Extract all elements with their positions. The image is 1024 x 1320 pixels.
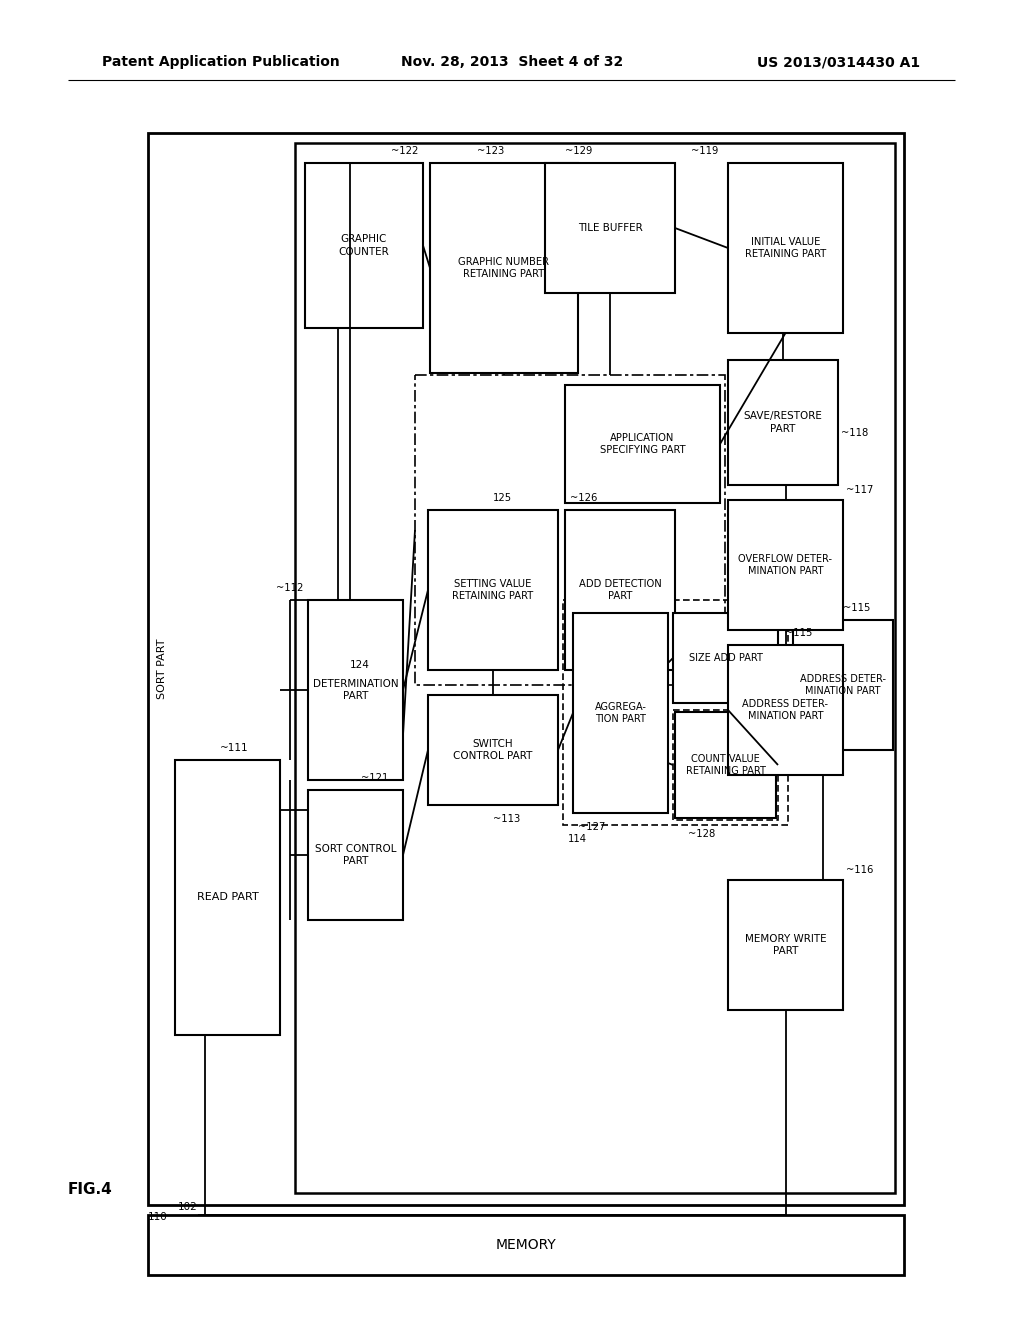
Text: 125: 125 (493, 492, 512, 503)
Text: ADDRESS DETER-
MINATION PART: ADDRESS DETER- MINATION PART (742, 698, 828, 721)
Bar (430, 162, 578, 374)
Text: READ PART: READ PART (197, 892, 258, 903)
Text: ~119: ~119 (690, 147, 718, 156)
Bar (308, 789, 403, 920)
Bar (428, 510, 558, 671)
Text: 110: 110 (148, 1212, 168, 1222)
Text: ~117: ~117 (846, 484, 873, 495)
Text: ~116: ~116 (846, 865, 873, 875)
Bar (415, 375, 725, 685)
Text: ~129: ~129 (565, 147, 592, 156)
Text: ~123: ~123 (477, 147, 504, 156)
Bar (148, 133, 904, 1205)
Bar (728, 880, 843, 1010)
Text: ~111: ~111 (219, 743, 248, 752)
Text: OVERFLOW DETER-
MINATION PART: OVERFLOW DETER- MINATION PART (738, 554, 833, 577)
Bar (728, 360, 838, 484)
Text: SETTING VALUE
RETAINING PART: SETTING VALUE RETAINING PART (453, 578, 534, 601)
Text: SORT CONTROL
PART: SORT CONTROL PART (314, 843, 396, 866)
Text: ~113: ~113 (493, 814, 520, 824)
Text: SORT PART: SORT PART (157, 639, 167, 700)
Bar (305, 162, 423, 327)
Bar (295, 143, 895, 1193)
Text: INITIAL VALUE
RETAINING PART: INITIAL VALUE RETAINING PART (744, 236, 826, 259)
Text: SWITCH
CONTROL PART: SWITCH CONTROL PART (454, 739, 532, 762)
Text: TILE BUFFER: TILE BUFFER (578, 223, 642, 234)
Bar (175, 760, 280, 1035)
Text: ~112: ~112 (275, 583, 303, 593)
Bar (308, 601, 403, 780)
Text: ~121: ~121 (360, 774, 388, 783)
Text: APPLICATION
SPECIFYING PART: APPLICATION SPECIFYING PART (600, 433, 685, 455)
Bar (428, 696, 558, 805)
Bar (728, 645, 843, 775)
Text: SAVE/RESTORE
PART: SAVE/RESTORE PART (743, 412, 822, 434)
Bar (565, 510, 675, 671)
Text: MEMORY: MEMORY (496, 1238, 556, 1251)
Text: AGGREGA-
TION PART: AGGREGA- TION PART (595, 702, 646, 725)
Text: 124: 124 (350, 660, 370, 671)
Text: ~127: ~127 (578, 822, 605, 832)
Text: 102: 102 (178, 1203, 198, 1212)
Text: SIZE ADD PART: SIZE ADD PART (688, 653, 763, 663)
Text: Nov. 28, 2013  Sheet 4 of 32: Nov. 28, 2013 Sheet 4 of 32 (400, 55, 624, 69)
Bar (673, 612, 778, 704)
Text: GRAPHIC NUMBER
RETAINING PART: GRAPHIC NUMBER RETAINING PART (459, 257, 550, 280)
Text: ADD DETECTION
PART: ADD DETECTION PART (579, 578, 662, 601)
Text: ~126: ~126 (570, 492, 597, 503)
Text: COUNT VALUE
RETAINING PART: COUNT VALUE RETAINING PART (685, 754, 765, 776)
Text: DETERMINATION
PART: DETERMINATION PART (312, 678, 398, 701)
Bar (793, 620, 893, 750)
Text: FIG.4: FIG.4 (68, 1183, 113, 1197)
Bar (728, 500, 843, 630)
Text: ~128: ~128 (688, 829, 715, 840)
Text: ~115: ~115 (843, 603, 870, 612)
Text: ~115: ~115 (785, 628, 813, 638)
Text: ~122: ~122 (390, 147, 418, 156)
Bar (728, 162, 843, 333)
Text: Patent Application Publication: Patent Application Publication (102, 55, 340, 69)
Bar (675, 711, 776, 818)
Text: ~118: ~118 (841, 428, 868, 437)
Text: ADDRESS DETER-
MINATION PART: ADDRESS DETER- MINATION PART (800, 673, 886, 696)
Text: MEMORY WRITE
PART: MEMORY WRITE PART (744, 933, 826, 956)
Text: 114: 114 (568, 834, 587, 843)
Bar (565, 385, 720, 503)
Bar (148, 1214, 904, 1275)
Bar (673, 710, 778, 820)
Bar (545, 162, 675, 293)
Text: GRAPHIC
COUNTER: GRAPHIC COUNTER (339, 235, 389, 256)
Text: US 2013/0314430 A1: US 2013/0314430 A1 (757, 55, 920, 69)
Bar (563, 601, 788, 825)
Bar (573, 612, 668, 813)
